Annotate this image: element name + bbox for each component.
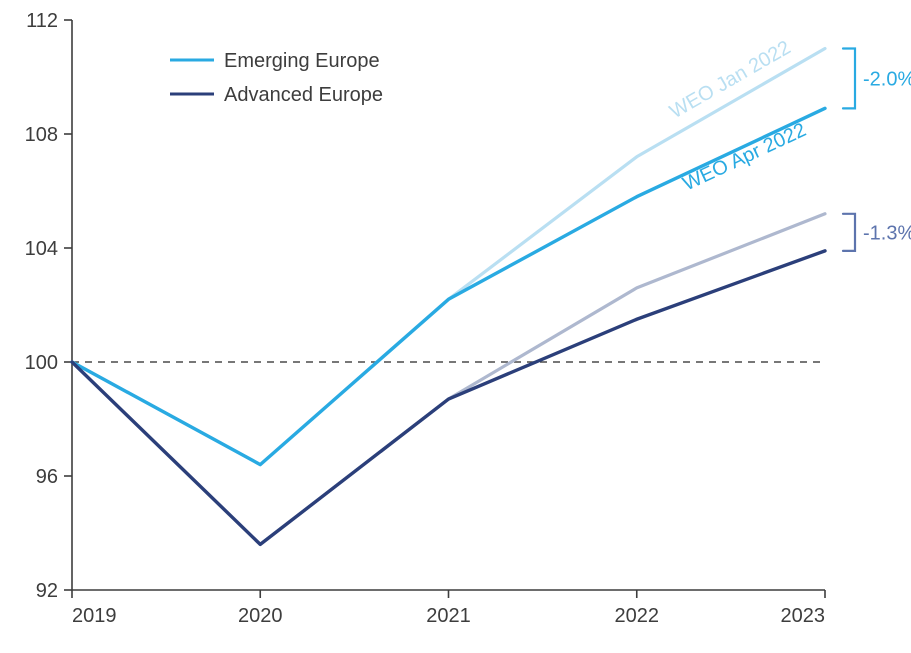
series-advanced-apr2022 bbox=[72, 251, 825, 545]
inline-label-weo-jan-2022: WEO Jan 2022 bbox=[666, 37, 795, 124]
bracket-emerging-diff bbox=[843, 49, 855, 109]
x-tick-label: 2022 bbox=[615, 605, 660, 627]
y-tick-label: 96 bbox=[36, 466, 58, 488]
series-advanced-jan2022 bbox=[72, 214, 825, 545]
x-tick-label: 2020 bbox=[238, 605, 283, 627]
y-tick-label: 104 bbox=[25, 238, 58, 260]
bracket-advanced-diff bbox=[843, 214, 855, 251]
legend-label-emerging-europe: Emerging Europe bbox=[224, 50, 380, 72]
bracket-label-advanced-diff: -1.3% bbox=[863, 222, 911, 244]
y-tick-label: 100 bbox=[25, 352, 58, 374]
y-tick-label: 92 bbox=[36, 580, 58, 602]
x-tick-label: 2021 bbox=[426, 605, 471, 627]
inline-label-weo-apr-2022: WEO Apr 2022 bbox=[679, 119, 809, 196]
bracket-label-emerging-diff: -2.0% bbox=[863, 68, 911, 90]
chart-svg: 92 96 100 104 108 112 2019 2020 2021 2022 2023 WEO … bbox=[0, 0, 911, 653]
x-tick-label: 2023 bbox=[781, 605, 826, 627]
y-tick-label: 108 bbox=[25, 124, 58, 146]
y-tick-label: 112 bbox=[26, 10, 58, 32]
x-tick-label: 2019 bbox=[72, 605, 117, 627]
gdp-forecast-chart: 92 96 100 104 108 112 2019 2020 2021 2022 2023 WEO … bbox=[0, 0, 911, 653]
legend-label-advanced-europe: Advanced Europe bbox=[224, 84, 383, 106]
